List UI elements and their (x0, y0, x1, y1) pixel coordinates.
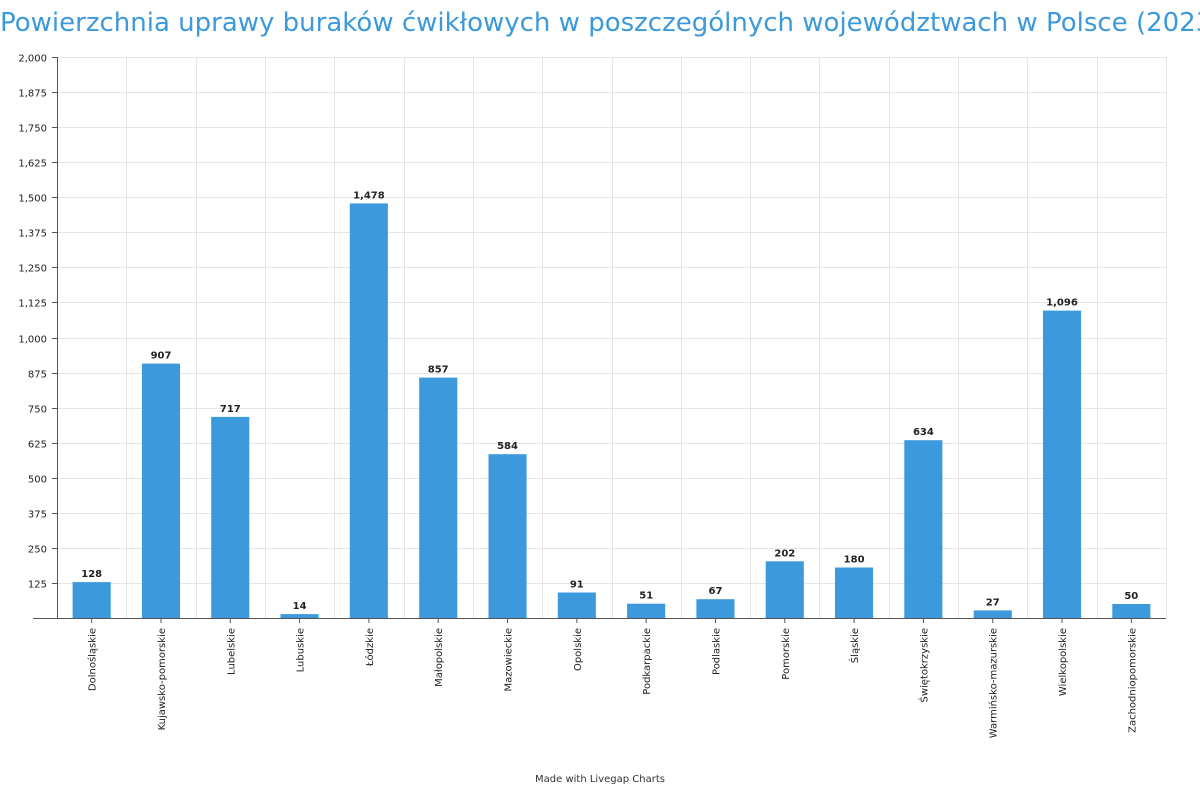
x-tick-label: Pomorskie (781, 628, 792, 680)
data-label: 128 (81, 569, 102, 580)
x-tick-label: Śląskie (848, 628, 861, 663)
y-tick-label: 1,250 (18, 264, 47, 275)
y-tick-label: 1,000 (18, 335, 47, 346)
y-tick-label: 125 (28, 580, 47, 591)
data-label: 907 (151, 351, 172, 362)
labels: 125 250 375 500 625 750 875 1,000 1,125 1,250 1,37… (18, 54, 1138, 739)
x-tick-label: Lubuskie (296, 628, 307, 672)
bar[interactable] (141, 363, 180, 618)
y-tick-label: 2,000 (18, 54, 47, 65)
data-label: 717 (220, 404, 241, 415)
y-tick-label: 1,875 (18, 89, 47, 100)
data-label: 584 (497, 441, 518, 452)
x-tick-label: Opolskie (573, 628, 584, 671)
x-tick-label: Dolnośląskie (87, 628, 99, 691)
bar[interactable] (696, 599, 735, 618)
y-tick-label: 250 (28, 545, 47, 556)
x-tick-label: Kujawsko-pomorskie (157, 628, 168, 730)
credit-text: Made with Livegap Charts (535, 774, 665, 785)
x-tick-label: Łódzkie (364, 628, 376, 667)
y-tick-label: 625 (28, 440, 47, 451)
y-tick-label: 1,500 (18, 194, 47, 205)
x-tick-label: Podlaskie (712, 628, 723, 675)
bar[interactable] (973, 610, 1012, 618)
data-label: 202 (774, 548, 795, 559)
x-tick-label: Małopolskie (434, 628, 445, 687)
axes (33, 57, 1166, 623)
data-label: 51 (639, 591, 653, 602)
grid (57, 57, 1167, 618)
data-label: 1,096 (1046, 298, 1078, 309)
bar[interactable] (835, 567, 874, 619)
x-tick-label: Podkarpackie (642, 628, 653, 695)
bar[interactable] (349, 203, 388, 618)
bars (72, 203, 1151, 619)
data-label: 180 (844, 555, 865, 566)
bar[interactable] (488, 454, 527, 618)
y-tick-label: 1,125 (18, 299, 47, 310)
y-tick-label: 1,375 (18, 229, 47, 240)
data-label: 634 (913, 427, 934, 438)
x-tick-label: Lubelskie (226, 628, 237, 675)
y-tick-label: 500 (28, 475, 47, 486)
bar[interactable] (419, 377, 458, 618)
data-label: 1,478 (353, 190, 385, 201)
bar[interactable] (1043, 310, 1082, 618)
data-label: 67 (709, 586, 723, 597)
y-tick-label: 375 (28, 510, 47, 521)
y-tick-label: 875 (28, 370, 47, 381)
x-tick-label: Zachodniopomorskie (1127, 628, 1138, 733)
bar[interactable] (904, 440, 943, 618)
x-tick-label: Świętokrzyskie (917, 628, 930, 703)
x-tick-label: Wielkopolskie (1058, 628, 1069, 696)
bar[interactable] (765, 561, 804, 618)
y-tick-label: 750 (28, 405, 47, 416)
data-label: 857 (428, 365, 449, 376)
bar[interactable] (72, 582, 111, 618)
bar[interactable] (557, 592, 596, 619)
bar[interactable] (627, 603, 666, 618)
data-label: 91 (570, 580, 584, 591)
bar[interactable] (211, 416, 250, 618)
bar[interactable] (1112, 604, 1151, 618)
data-label: 14 (293, 601, 307, 612)
data-label: 50 (1124, 591, 1138, 602)
bar[interactable] (280, 614, 319, 618)
x-tick-label: Warmińsko-mazurskie (988, 628, 1000, 738)
chart-title: Powierzchnia uprawy buraków ćwikłowych w… (0, 8, 1200, 38)
y-tick-label: 1,625 (18, 159, 47, 170)
data-label: 27 (986, 597, 1000, 608)
y-tick-label: 1,750 (18, 124, 47, 135)
x-tick-label: Mazowieckie (504, 628, 515, 691)
